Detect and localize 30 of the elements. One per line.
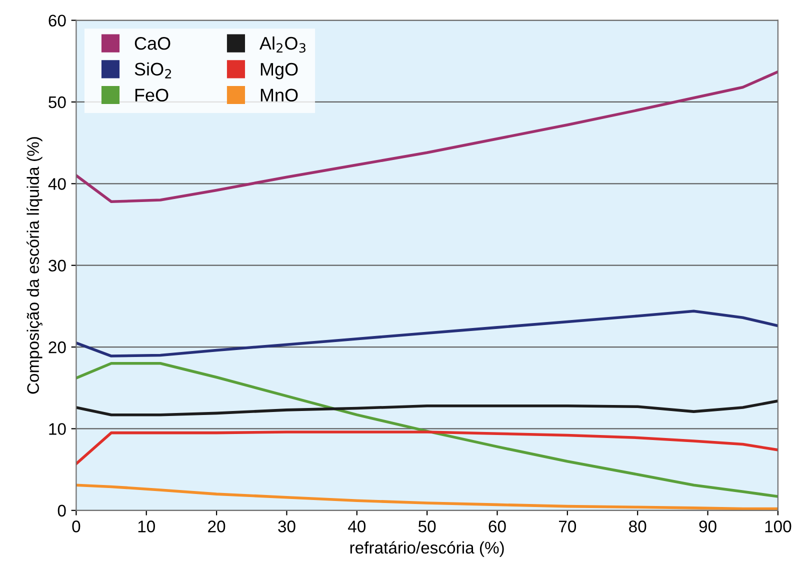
x-tick-label: 0: [72, 520, 80, 532]
legend-label: CaO: [134, 37, 170, 50]
x-tick-label: 40: [348, 520, 366, 532]
x-tick-label: 90: [699, 520, 716, 532]
y-tick-label: 20: [48, 341, 66, 354]
x-tick-label: 30: [278, 520, 296, 532]
x-tick-label: 80: [629, 520, 646, 532]
x-tick-label: 60: [488, 520, 506, 532]
x-tick-label: 10: [138, 520, 155, 532]
x-tick-label: 20: [208, 520, 226, 532]
x-tick-label: 100: [765, 520, 792, 532]
x-tick-label: 70: [559, 520, 576, 532]
x-tick-label: 50: [418, 520, 436, 532]
legend-label: FeO: [135, 88, 168, 102]
y-tick-label: 60: [48, 14, 66, 27]
legend-label: MgO: [260, 62, 298, 80]
y-tick-label: 10: [49, 423, 66, 435]
legend-label: SiO$_{2}$: [134, 62, 172, 78]
line-series: [76, 362, 778, 498]
line-series: [76, 430, 778, 466]
line-series: [76, 400, 778, 416]
y-axis-title: Composição da escória líquida (%): [26, 137, 42, 394]
y-tick-label: 30: [48, 260, 66, 272]
y-tick-label: 0: [58, 504, 66, 517]
y-tick-label: 50: [48, 96, 66, 108]
y-tick-label: 40: [48, 178, 66, 190]
line-series: [76, 310, 778, 358]
x-axis-title: refratário/escória (%): [350, 541, 504, 557]
legend-label: Al$_{2}$O$_{3}$: [259, 36, 306, 53]
legend-label: MnO: [260, 88, 298, 102]
